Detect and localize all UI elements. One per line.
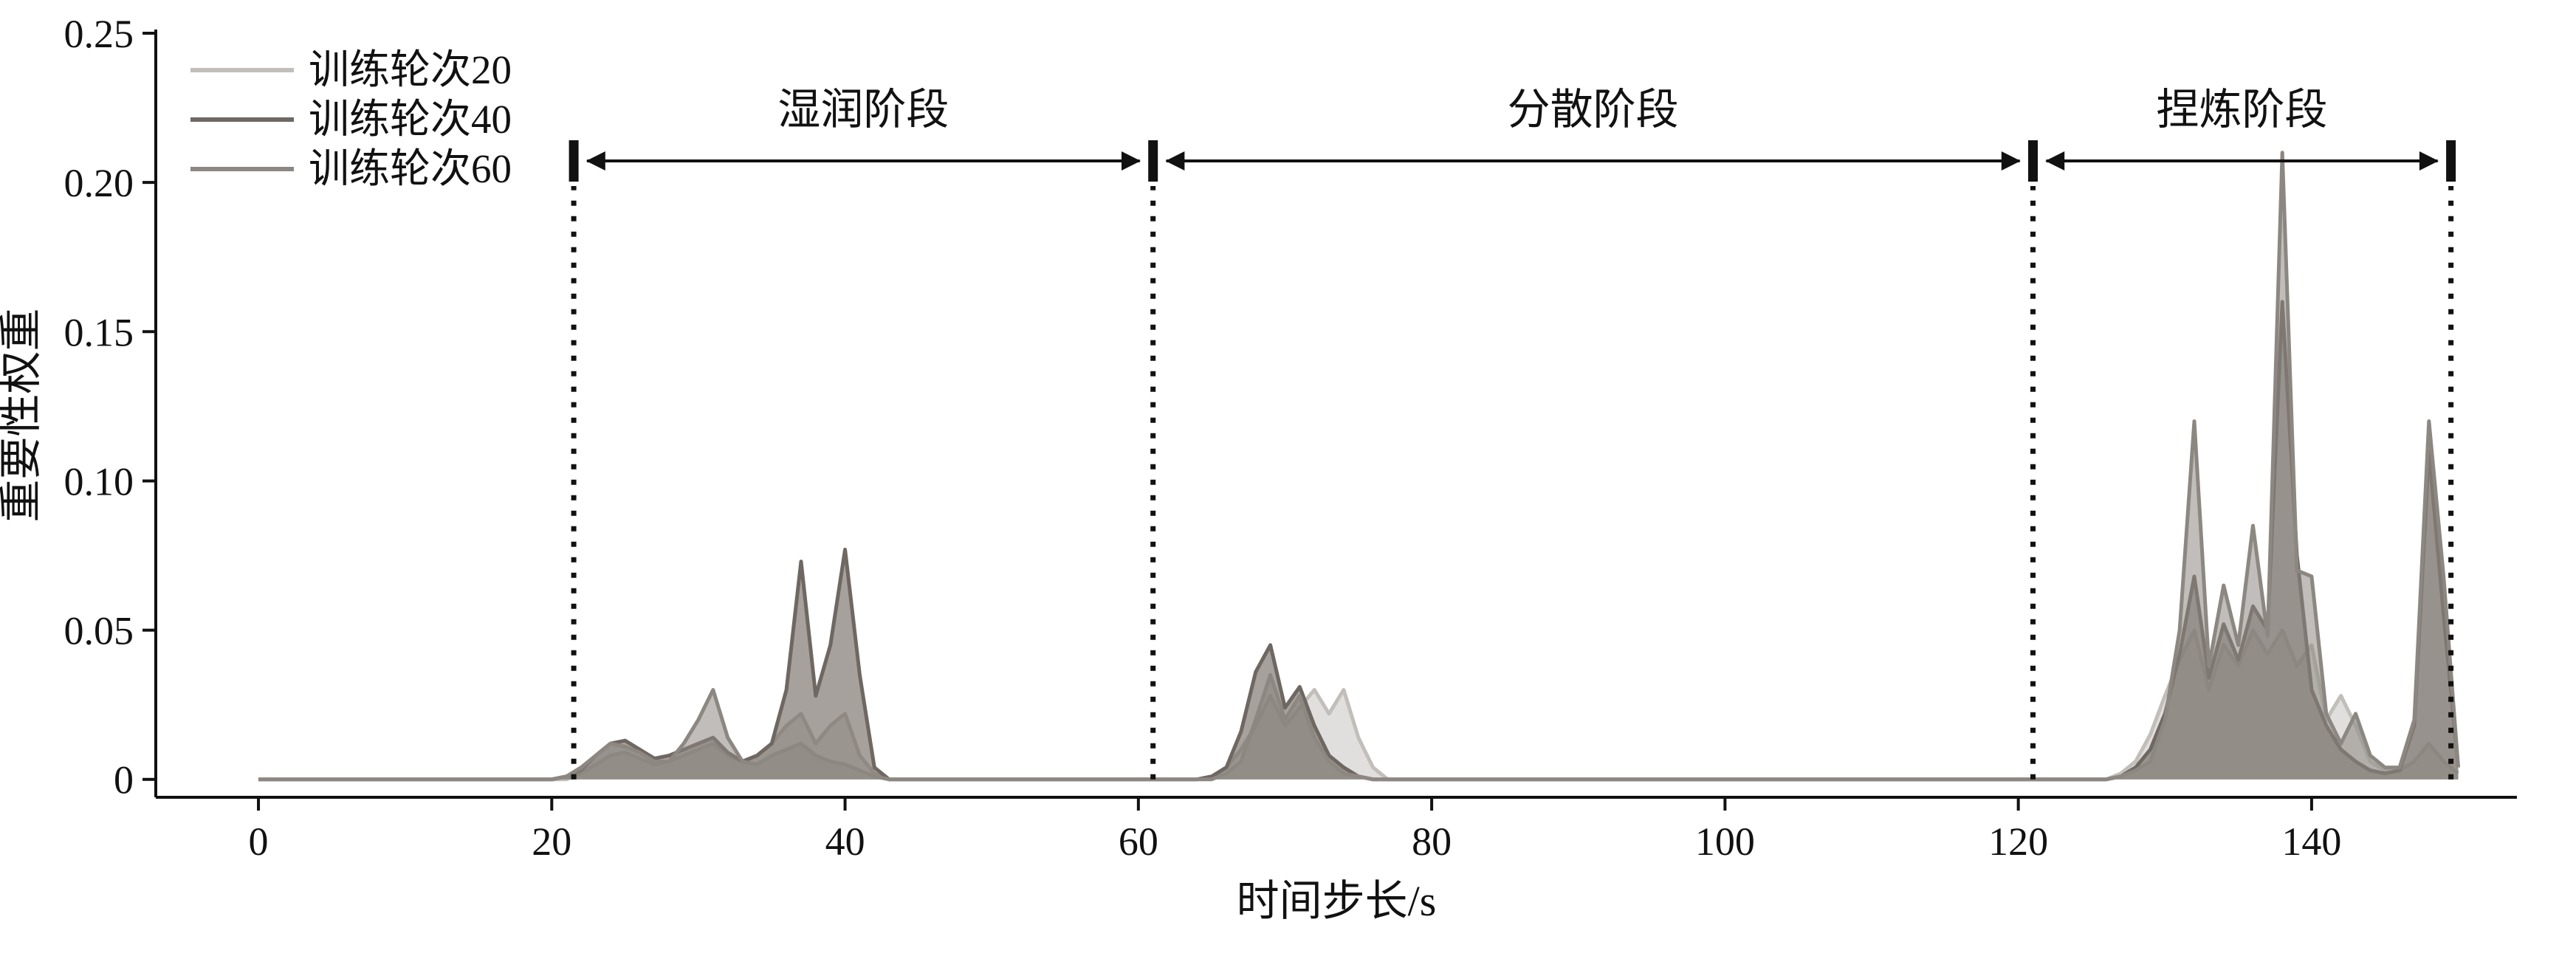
- y-tick-label: 0.20: [64, 161, 134, 205]
- x-tick-label: 40: [825, 819, 865, 864]
- y-tick-label: 0.10: [64, 459, 134, 503]
- y-tick-label: 0: [114, 758, 134, 802]
- phase-label: 捏炼阶段: [2157, 86, 2328, 134]
- phase-annotations: 湿润阶段 分散阶段 捏炼阶段: [569, 86, 2456, 780]
- y-tick-label: 0.15: [64, 310, 134, 354]
- x-axis-title: 时间步长/s: [1237, 877, 1437, 925]
- legend-label: 训练轮次60: [309, 146, 512, 191]
- plot-area-series: [258, 151, 2461, 782]
- legend-label: 训练轮次40: [309, 97, 512, 142]
- x-tick-label: 100: [1695, 819, 1755, 864]
- x-tick-label: 120: [1988, 819, 2048, 864]
- series-area-0: [258, 630, 2459, 780]
- series-line-2: [258, 151, 2461, 782]
- x-tick-label: 60: [1119, 819, 1158, 864]
- phase-label: 分散阶段: [1508, 86, 1679, 134]
- series-area-2: [258, 152, 2459, 780]
- phase-label: 湿润阶段: [777, 86, 949, 134]
- y-axis-title: 重要性权重: [0, 308, 45, 522]
- x-tick-label: 0: [249, 819, 269, 864]
- series-line-1: [258, 300, 2461, 782]
- y-tick-label: 0.05: [64, 609, 134, 653]
- y-tick-label: 0.25: [64, 12, 134, 56]
- x-tick-label: 140: [2281, 819, 2341, 864]
- x-tick-label: 80: [1412, 819, 1452, 864]
- axes: 0 0.05 0.10 0.15 0.20 0.25 0 20 40 60 80 100 120 140 重…: [0, 12, 2517, 925]
- legend-label: 训练轮次20: [309, 47, 512, 92]
- series-area-1: [258, 301, 2459, 780]
- x-tick-label: 20: [532, 819, 571, 864]
